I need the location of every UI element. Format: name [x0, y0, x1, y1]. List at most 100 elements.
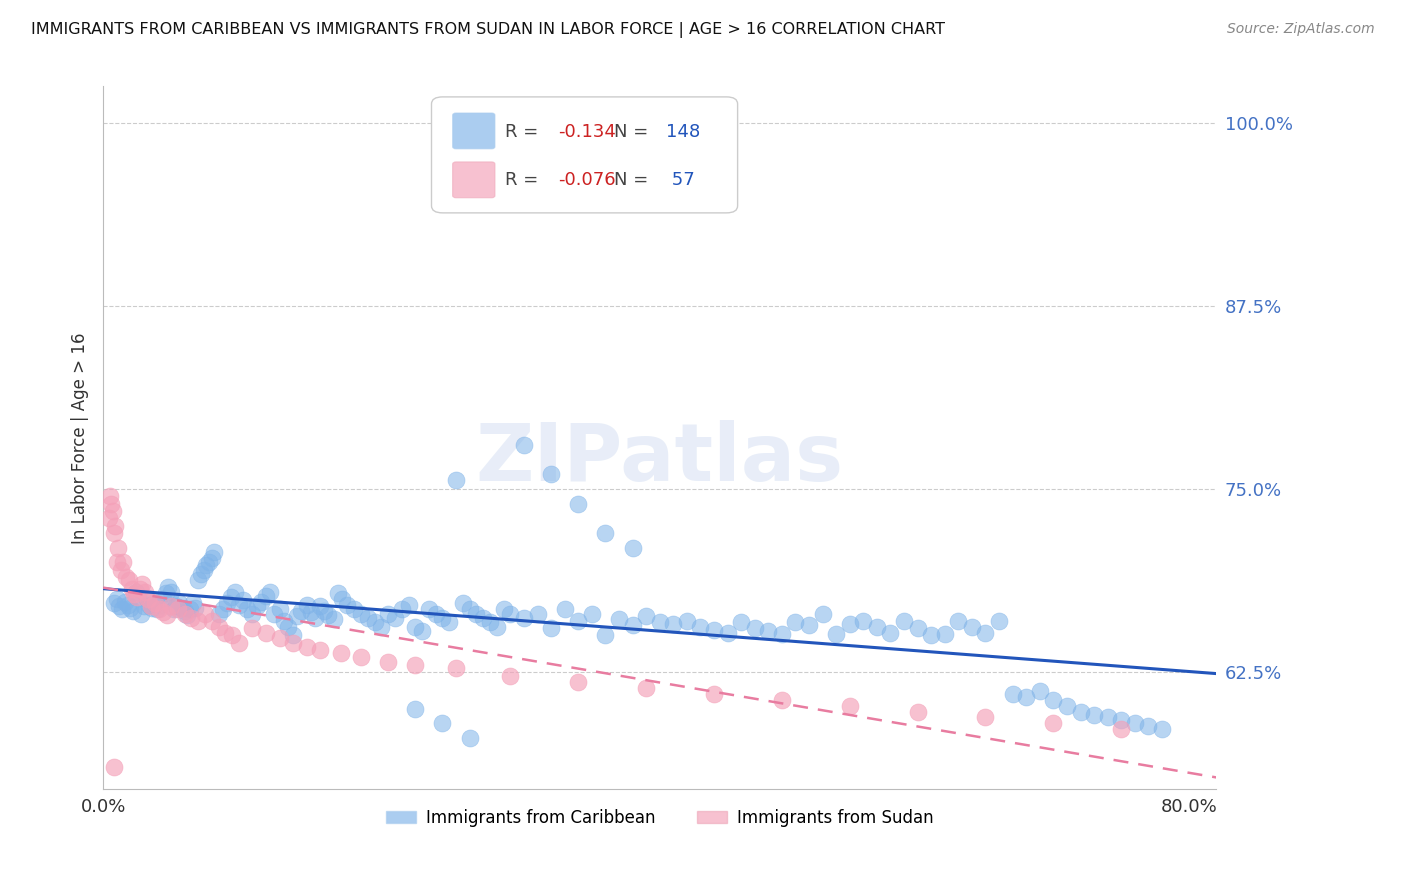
- Point: [974, 710, 997, 724]
- Point: [117, 598, 139, 612]
- Point: [232, 593, 254, 607]
- Text: Source: ZipAtlas.com: Source: ZipAtlas.com: [1227, 22, 1375, 37]
- Point: [304, 611, 326, 625]
- Point: [103, 596, 125, 610]
- Point: [105, 591, 128, 606]
- Point: [907, 621, 929, 635]
- Point: [648, 615, 671, 630]
- Point: [1150, 722, 1173, 736]
- Point: [184, 600, 207, 615]
- Point: [201, 550, 224, 565]
- Point: [236, 602, 259, 616]
- Point: [143, 596, 166, 610]
- Text: N =: N =: [614, 123, 654, 142]
- Point: [193, 563, 215, 577]
- Point: [309, 599, 332, 614]
- Point: [136, 591, 159, 606]
- Point: [540, 621, 562, 635]
- Point: [314, 604, 336, 618]
- Legend: Immigrants from Caribbean, Immigrants from Sudan: Immigrants from Caribbean, Immigrants fr…: [380, 802, 941, 834]
- Point: [1083, 707, 1105, 722]
- Point: [290, 604, 312, 618]
- Point: [960, 620, 983, 634]
- Text: N =: N =: [614, 171, 654, 189]
- Point: [893, 614, 915, 628]
- Point: [377, 655, 399, 669]
- Point: [1123, 716, 1146, 731]
- Point: [273, 614, 295, 628]
- Point: [215, 596, 238, 610]
- FancyBboxPatch shape: [432, 97, 738, 213]
- Point: [1029, 684, 1052, 698]
- Point: [499, 607, 522, 621]
- Point: [108, 599, 131, 614]
- Point: [259, 584, 281, 599]
- Point: [425, 607, 447, 621]
- Point: [689, 620, 711, 634]
- Point: [988, 614, 1011, 628]
- Point: [513, 611, 536, 625]
- Point: [165, 599, 187, 614]
- Point: [330, 591, 353, 606]
- Text: R =: R =: [505, 171, 544, 189]
- Point: [526, 607, 548, 621]
- Point: [432, 716, 454, 731]
- Point: [404, 701, 426, 715]
- Point: [363, 615, 385, 630]
- Point: [156, 607, 179, 622]
- Point: [485, 620, 508, 634]
- Point: [214, 625, 236, 640]
- Point: [173, 607, 195, 621]
- Point: [567, 614, 589, 628]
- Point: [132, 599, 155, 614]
- Point: [295, 598, 318, 612]
- Point: [785, 615, 807, 630]
- Point: [581, 607, 603, 621]
- Point: [201, 614, 224, 628]
- Point: [879, 625, 901, 640]
- Point: [207, 620, 229, 634]
- Point: [852, 614, 875, 628]
- Point: [187, 614, 209, 628]
- Point: [432, 611, 454, 625]
- Point: [336, 598, 359, 612]
- Point: [444, 661, 467, 675]
- Point: [254, 589, 277, 603]
- Point: [377, 607, 399, 621]
- Point: [730, 615, 752, 630]
- Point: [662, 616, 685, 631]
- Point: [194, 607, 217, 621]
- Point: [173, 604, 195, 618]
- Point: [492, 602, 515, 616]
- Point: [295, 640, 318, 655]
- Point: [242, 621, 264, 635]
- Point: [277, 620, 299, 634]
- Point: [444, 473, 467, 487]
- Point: [122, 604, 145, 618]
- Point: [299, 605, 322, 619]
- Point: [157, 580, 180, 594]
- Point: [920, 628, 942, 642]
- Point: [838, 698, 860, 713]
- Point: [254, 625, 277, 640]
- Point: [114, 595, 136, 609]
- Point: [554, 602, 576, 616]
- Point: [98, 489, 121, 503]
- Point: [350, 607, 373, 621]
- Point: [245, 599, 267, 614]
- Point: [343, 602, 366, 616]
- Point: [370, 620, 392, 634]
- Point: [322, 612, 344, 626]
- Point: [131, 577, 153, 591]
- Point: [211, 602, 233, 616]
- Point: [907, 705, 929, 719]
- Point: [1109, 714, 1132, 728]
- Point: [540, 467, 562, 482]
- Point: [398, 598, 420, 612]
- Point: [125, 591, 148, 605]
- Point: [934, 627, 956, 641]
- Point: [309, 643, 332, 657]
- Point: [458, 602, 481, 616]
- Point: [181, 596, 204, 610]
- Point: [595, 525, 617, 540]
